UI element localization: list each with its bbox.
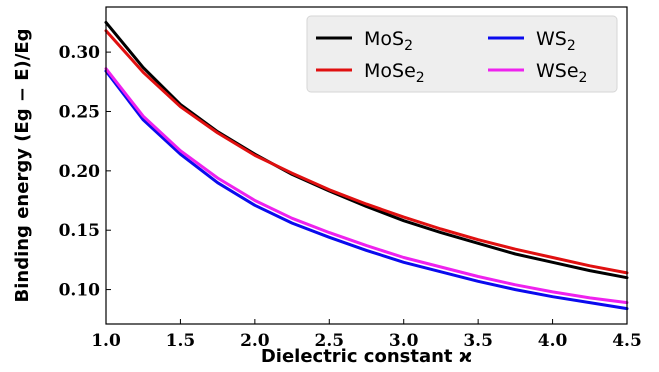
legend-box — [306, 15, 618, 93]
series-layer — [104, 20, 629, 311]
x-tick-label: 1.0 — [91, 331, 121, 351]
x-tick-label: 3.5 — [463, 331, 493, 351]
series-line-3 — [104, 69, 629, 311]
legend-label: WSe2 — [536, 60, 587, 86]
ticks-layer: 1.0 1.5 2.0 2.5 3.0 3.5 4.0 4.5 0.10 0.15 0.20 0.25… — [59, 43, 642, 351]
legend-label: MoSe2 — [364, 60, 425, 86]
x-tick-label: 4.0 — [538, 331, 568, 351]
legend: MoS2 MoSe2 WS2 WSe2 — [306, 15, 618, 93]
x-tick-label: 2.5 — [314, 331, 344, 351]
legend-label: WS2 — [536, 28, 576, 54]
y-tick-label: 0.10 — [59, 281, 101, 301]
x-tick-label: 2.0 — [240, 331, 270, 351]
legend-label: MoS2 — [364, 28, 413, 54]
y-tick-label: 0.15 — [59, 221, 100, 241]
x-tick-label: 4.5 — [612, 331, 642, 351]
y-tick-label: 0.20 — [59, 162, 101, 182]
series-line-2 — [104, 29, 629, 275]
plot-frame — [105, 6, 628, 325]
x-tick-label: 3.0 — [389, 331, 419, 351]
x-tick-label: 1.5 — [166, 331, 196, 351]
series-line-4 — [104, 67, 629, 305]
x-axis-label: Dielectric constant ϰ — [261, 346, 472, 367]
y-tick-label: 0.25 — [59, 102, 100, 122]
y-axis-label: Binding energy (Eg − E)/Eg — [12, 28, 33, 302]
series-line-1 — [104, 20, 629, 280]
y-tick-label: 0.30 — [59, 43, 101, 63]
